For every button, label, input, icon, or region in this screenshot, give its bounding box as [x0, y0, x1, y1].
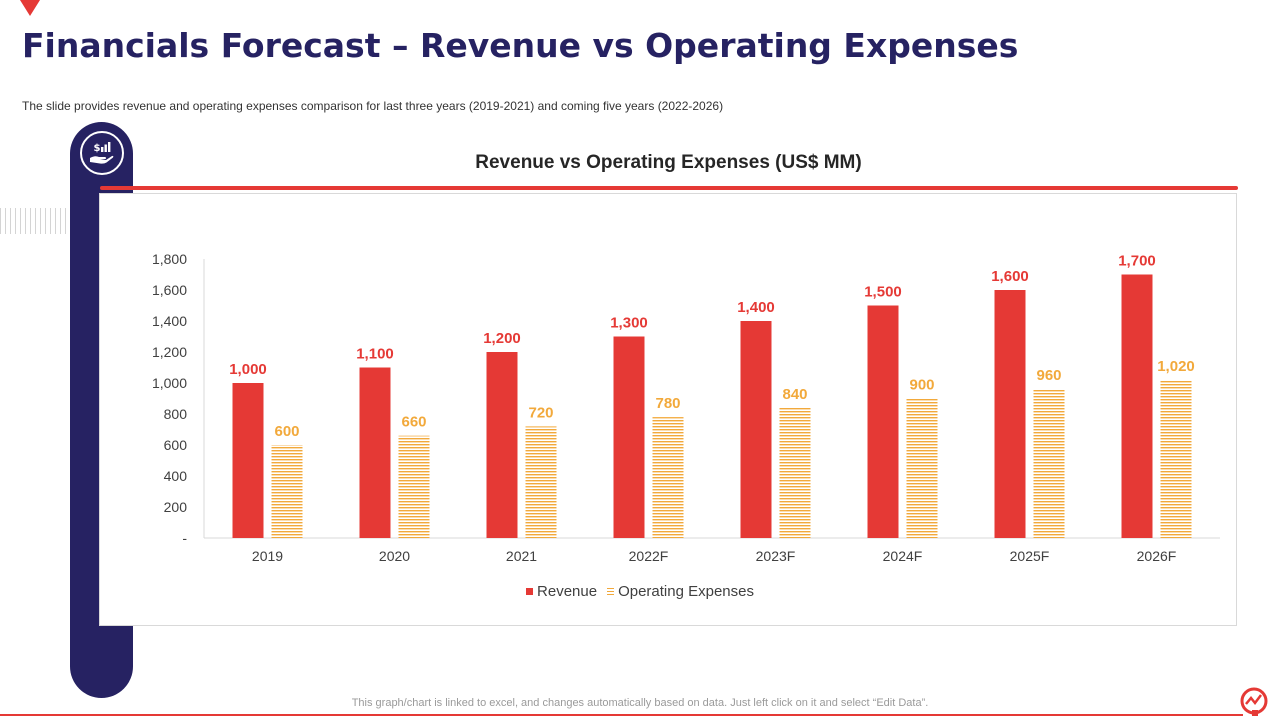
- chart-legend: Revenue Operating Expenses: [0, 583, 1280, 600]
- page-title: Financials Forecast – Revenue vs Operati…: [22, 26, 1019, 65]
- bar-revenue: [740, 321, 772, 538]
- data-label-revenue: 1,100: [356, 346, 394, 363]
- y-tick-label: 200: [164, 499, 188, 515]
- data-label-revenue: 1,300: [610, 315, 648, 332]
- y-tick-label: 1,200: [152, 344, 187, 360]
- y-tick-label: 1,400: [152, 313, 187, 329]
- y-tick-label: -: [182, 530, 187, 546]
- data-label-revenue: 1,600: [991, 268, 1029, 285]
- y-tick-label: 400: [164, 468, 188, 484]
- y-tick-label: 800: [164, 406, 188, 422]
- bar-revenue: [867, 305, 899, 538]
- bar-operating-expenses: [271, 445, 303, 538]
- x-tick-label: 2020: [379, 548, 410, 564]
- bar-operating-expenses: [906, 398, 938, 538]
- bar-revenue: [486, 352, 518, 538]
- legend-label-operating-expenses: Operating Expenses: [618, 583, 754, 600]
- data-label-operating-expenses: 720: [528, 404, 553, 421]
- legend-item-revenue: Revenue: [526, 583, 597, 600]
- legend-swatch-operating-expenses: [607, 588, 615, 595]
- bar-operating-expenses: [398, 435, 430, 538]
- data-label-operating-expenses: 900: [909, 377, 934, 394]
- bar-operating-expenses: [1160, 379, 1192, 538]
- y-tick-label: 600: [164, 437, 188, 453]
- bar-revenue: [1121, 274, 1153, 538]
- data-label-operating-expenses: 840: [782, 386, 807, 403]
- x-tick-label: 2022F: [629, 548, 669, 564]
- data-label-revenue: 1,500: [864, 284, 902, 301]
- data-label-revenue: 1,700: [1118, 253, 1156, 270]
- y-tick-label: 1,800: [152, 251, 187, 267]
- legend-swatch-revenue: [526, 588, 534, 595]
- bar-operating-expenses: [525, 426, 557, 538]
- data-label-revenue: 1,400: [737, 299, 775, 316]
- side-stripes-decoration: [0, 208, 70, 234]
- bottom-rule: [0, 714, 1243, 716]
- footnote: This graph/chart is linked to excel, and…: [351, 697, 929, 709]
- y-tick-label: 1,000: [152, 375, 187, 391]
- legend-item-operating-expenses: Operating Expenses: [607, 583, 754, 600]
- x-tick-label: 2024F: [883, 548, 923, 564]
- page-subtitle: The slide provides revenue and operating…: [22, 99, 724, 113]
- data-label-operating-expenses: 600: [274, 423, 299, 440]
- svg-text:$: $: [94, 143, 101, 154]
- legend-label-revenue: Revenue: [537, 583, 598, 600]
- x-tick-label: 2023F: [756, 548, 796, 564]
- bar-revenue: [232, 383, 264, 538]
- data-label-operating-expenses: 960: [1036, 367, 1061, 384]
- bar-operating-expenses: [1033, 389, 1065, 538]
- bar-operating-expenses: [652, 417, 684, 538]
- x-tick-label: 2021: [506, 548, 537, 564]
- bar-revenue: [613, 336, 645, 538]
- data-label-operating-expenses: 660: [401, 414, 426, 431]
- title-underline: [100, 186, 1238, 190]
- data-label-operating-expenses: 1,020: [1157, 358, 1195, 375]
- hand-dollar-growth-icon: $: [80, 131, 124, 175]
- corner-triangle-decoration: [20, 0, 40, 16]
- bar-revenue: [994, 290, 1026, 538]
- bar-revenue: [359, 367, 391, 538]
- x-tick-label: 2025F: [1010, 548, 1050, 564]
- x-tick-label: 2026F: [1137, 548, 1177, 564]
- brand-logo-icon: [1240, 687, 1268, 716]
- data-label-revenue: 1,000: [229, 361, 267, 378]
- data-label-revenue: 1,200: [483, 330, 521, 347]
- x-tick-label: 2019: [252, 548, 283, 564]
- y-tick-label: 1,600: [152, 282, 187, 298]
- data-label-operating-expenses: 780: [655, 395, 680, 412]
- chart-title: Revenue vs Operating Expenses (US$ MM): [475, 152, 862, 173]
- bar-operating-expenses: [779, 407, 811, 538]
